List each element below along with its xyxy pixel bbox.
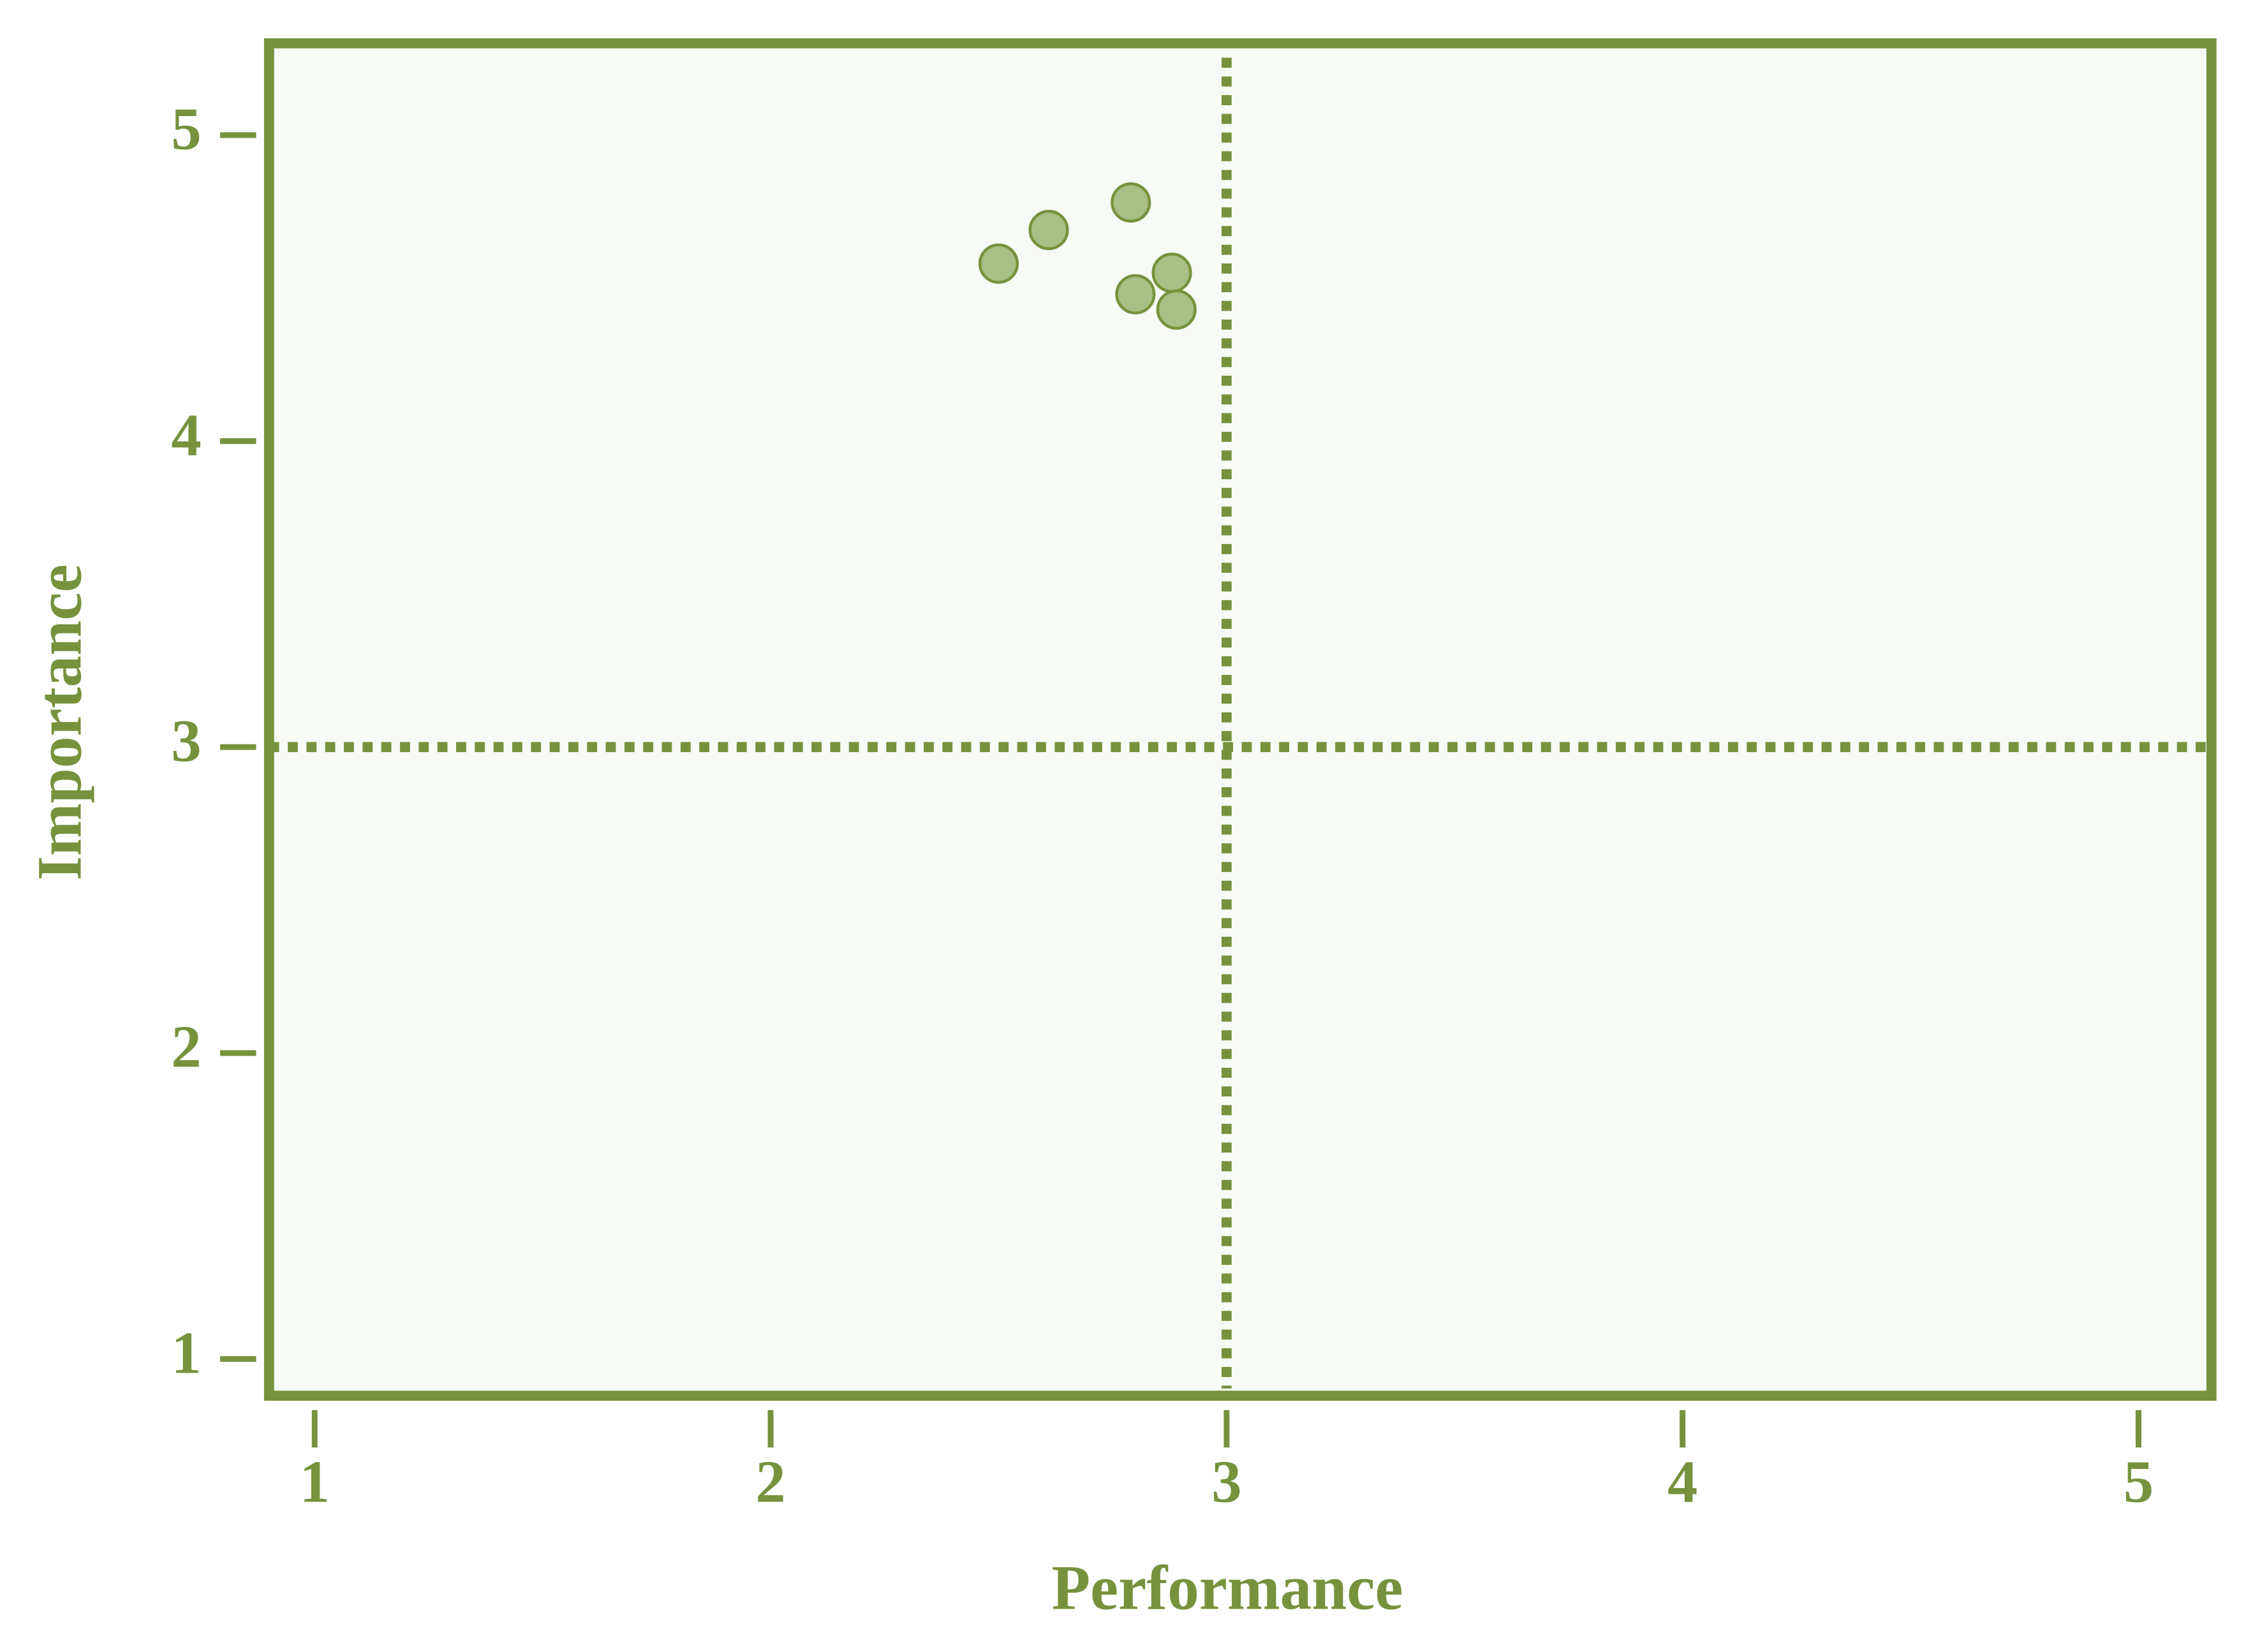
y-tick-label: 4 [171,402,201,468]
y-tick-label: 5 [171,96,201,163]
x-tick-label: 1 [300,1449,330,1515]
point [1028,209,1069,251]
y-tick-label: 1 [171,1320,201,1386]
x-axis-label: Performance [1052,1553,1403,1623]
y-axis-label: Importance [26,564,95,881]
point [1115,274,1156,314]
point [1151,253,1192,293]
x-tick-label: 2 [755,1449,785,1515]
point [978,243,1019,284]
x-tick-label: 4 [1667,1449,1697,1515]
point [1111,182,1151,223]
plot-area [263,38,2217,1401]
point [1156,289,1197,330]
y-tick-label: 2 [171,1014,201,1080]
x-tick-label: 3 [1211,1449,1241,1515]
x-tick-label: 5 [2124,1449,2154,1515]
y-tick-label: 3 [171,708,201,774]
